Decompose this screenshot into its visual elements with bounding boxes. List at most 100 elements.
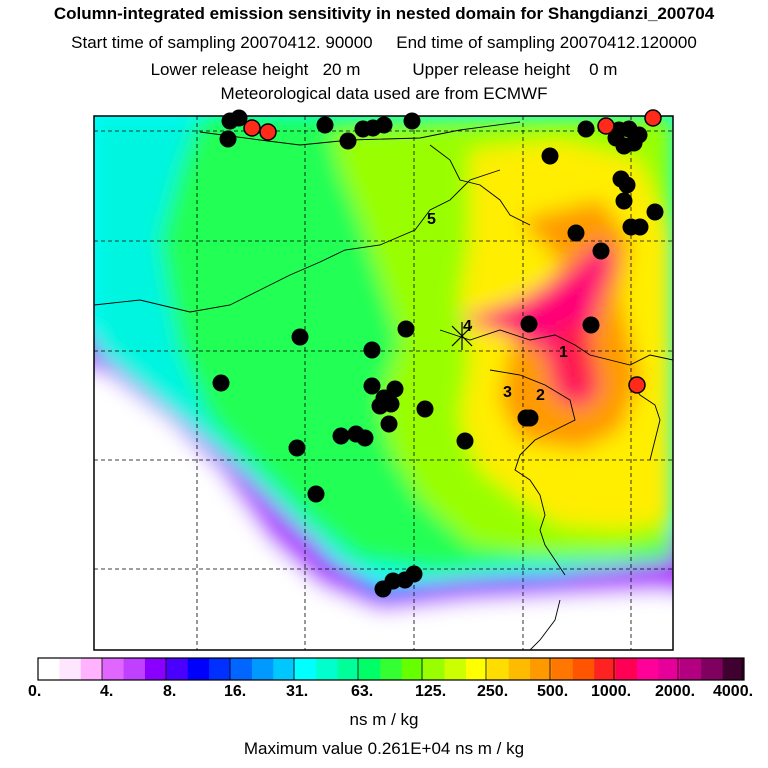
station-dot <box>382 395 400 413</box>
colorbar-cell <box>294 658 317 680</box>
station-markers <box>212 109 664 598</box>
colorbar-cell <box>508 658 531 680</box>
station-dot <box>380 415 398 433</box>
colorbar-cell <box>187 658 210 680</box>
colorbar-units: ns m / kg <box>349 710 419 729</box>
station-dot <box>631 218 649 236</box>
colorbar-cells <box>37 658 745 680</box>
colorbar-tick-label: 4. <box>100 683 114 700</box>
station-dot <box>291 328 309 346</box>
colorbar-tick-label: 500. <box>537 683 569 700</box>
colorbar-cell <box>658 658 681 680</box>
colorbar-cell <box>679 658 702 680</box>
colorbar-cell <box>487 658 510 680</box>
station-dot <box>615 192 633 210</box>
start-time-label: Start time of sampling <box>71 33 236 52</box>
station-dot <box>521 409 539 427</box>
colorbar-cell <box>551 658 574 680</box>
station-label-3: 3 <box>503 384 512 401</box>
colorbar-cell <box>530 658 552 680</box>
colorbar-tick-label: 2000. <box>655 683 696 700</box>
colorbar-cell <box>572 658 595 680</box>
station-dot-highlighted <box>243 119 261 137</box>
sensitivity-field <box>94 116 673 650</box>
station-dot-highlighted <box>597 117 615 135</box>
colorbar-frame <box>37 657 745 681</box>
colorbar-cell <box>637 658 659 680</box>
station-dot <box>363 341 381 359</box>
colorbar-tick-label: 16. <box>224 683 247 700</box>
colorbar-cell <box>423 658 445 680</box>
colorbar-cell <box>701 658 724 680</box>
station-dot <box>630 126 648 144</box>
colorbar-cell <box>380 658 403 680</box>
upper-height-label: Upper release height <box>412 60 571 79</box>
colorbar-tick-label: 63. <box>351 683 374 700</box>
release-point-marker <box>451 322 473 350</box>
station-label-2: 2 <box>536 387 545 404</box>
station-dot <box>316 116 334 134</box>
station-dot <box>456 432 474 450</box>
colorbar-cell <box>166 658 189 680</box>
station-dot <box>577 120 595 138</box>
release-height-line: Lower release height 20 m Upper release … <box>0 60 768 80</box>
colorbar-cell <box>465 658 488 680</box>
station-dot <box>520 315 538 333</box>
start-time-value: 20070412. 90000 <box>240 33 373 52</box>
station-dot <box>582 316 600 334</box>
colorbar-tick-label: 250. <box>477 683 509 700</box>
end-time-label: End time of sampling <box>396 33 556 52</box>
station-dot-highlighted <box>259 123 277 141</box>
station-dot <box>618 176 636 194</box>
max-value-label: Maximum value <box>243 739 363 758</box>
end-time-value: 20070412.120000 <box>559 33 697 52</box>
station-dot <box>541 147 559 165</box>
station-label-5: 5 <box>427 211 436 228</box>
met-data-line: Meteorological data used are from ECMWF <box>220 84 548 103</box>
station-dot <box>397 320 415 338</box>
station-dot-highlighted <box>628 376 646 394</box>
sampling-time-line: Start time of sampling 20070412. 90000 E… <box>0 33 768 53</box>
colorbar-cell <box>273 658 296 680</box>
station-dot <box>403 112 421 130</box>
colorbar-tick-label: 4000. <box>713 683 754 700</box>
station-dot <box>567 224 585 242</box>
max-value: 0.261E+04 <box>367 739 451 758</box>
station-dot <box>363 377 381 395</box>
station-dot <box>646 203 664 221</box>
station-dot <box>416 400 434 418</box>
colorbar-tick-label: 1000. <box>591 683 632 700</box>
station-dot <box>212 374 230 392</box>
colorbar-cell <box>209 658 232 680</box>
colorbar-cell <box>615 658 638 680</box>
station-label-4: 4 <box>463 318 472 335</box>
station-dot <box>339 132 357 150</box>
colorbar-cell <box>337 658 360 680</box>
colorbar-cell <box>251 658 274 680</box>
lower-height-label: Lower release height <box>150 60 309 79</box>
colorbar-cell <box>444 658 467 680</box>
max-value-units: ns m / kg <box>455 739 525 758</box>
colorbar-cell <box>316 658 339 680</box>
colorbar-tick-label: 125. <box>415 683 447 700</box>
colorbar-cell <box>59 658 82 680</box>
station-dot <box>288 439 306 457</box>
colorbar-cell <box>722 658 745 680</box>
station-dot <box>592 242 610 260</box>
colorbar-cell <box>594 658 617 680</box>
colorbar-tick-label: 31. <box>286 683 309 700</box>
colorbar-cell <box>123 658 146 680</box>
lower-height-value: 20 m <box>322 60 361 79</box>
station-dot <box>356 429 374 447</box>
map-frame <box>93 115 674 651</box>
station-dot <box>374 580 392 598</box>
colorbar-cell <box>230 658 253 680</box>
colorbar-cell <box>144 658 167 680</box>
station-dot <box>219 130 237 148</box>
station-dot <box>375 116 393 134</box>
maximum-value-line: Maximum value 0.261E+04 ns m / kg <box>0 739 768 759</box>
upper-height-value: 0 m <box>589 60 618 79</box>
colorbar-cell <box>102 658 125 680</box>
